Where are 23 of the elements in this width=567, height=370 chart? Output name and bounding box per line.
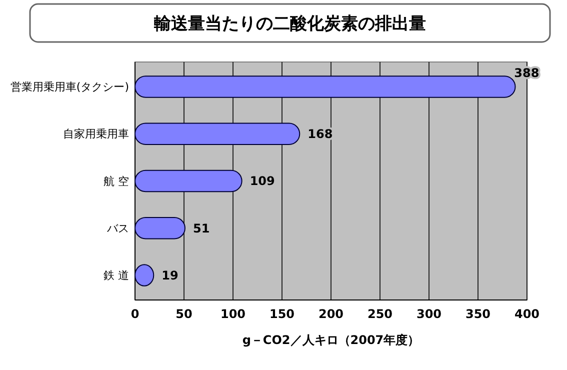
x-tick-label: 150 — [269, 307, 295, 321]
x-tick-label: 100 — [220, 307, 246, 321]
chart-title: 輸送量当たりの二酸化炭素の排出量 — [153, 14, 426, 34]
bar — [134, 217, 186, 240]
data-label: 19 — [162, 268, 178, 282]
x-tick-label: 350 — [465, 307, 491, 321]
y-tick-label: バス — [106, 222, 129, 235]
y-tick-label: 航 空 — [104, 174, 129, 188]
bar — [134, 76, 516, 98]
x-tick-label: 400 — [514, 307, 540, 321]
data-label: 109 — [250, 174, 275, 188]
bar — [134, 122, 300, 145]
x-tick-label: 0 — [130, 307, 140, 321]
bar — [134, 170, 242, 192]
x-tick-label: 300 — [416, 307, 442, 321]
data-label: 51 — [192, 221, 210, 236]
x-tick-label: 250 — [367, 307, 393, 321]
x-tick-label: 50 — [176, 307, 192, 321]
y-tick-label: 自家用乗用車 — [63, 128, 129, 141]
y-tick-label: 営業用乗用車(タクシー) — [10, 80, 129, 94]
y-tick-label: 鉄 道 — [104, 269, 129, 282]
x-axis-title: g－CO2／人キロ（2007年度） — [242, 333, 420, 347]
x-tick-label: 200 — [318, 307, 344, 321]
